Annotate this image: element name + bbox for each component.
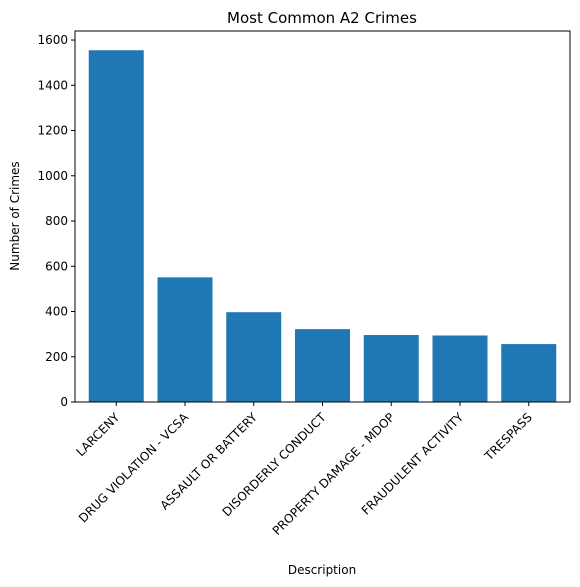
y-tick-label: 1200 [37, 124, 68, 138]
x-tick-label: LARCENY [73, 410, 122, 459]
y-tick-label: 200 [45, 350, 68, 364]
chart-title: Most Common A2 Crimes [227, 9, 417, 27]
x-tick-label: PROPERTY DAMAGE - MDOP [270, 410, 398, 538]
y-tick-label: 0 [60, 395, 68, 409]
x-tick-label: DRUG VIOLATION - VCSA [76, 410, 192, 526]
bar [157, 277, 213, 402]
x-axis-label: Description [288, 563, 356, 577]
y-axis-label: Number of Crimes [8, 161, 22, 270]
y-tick-label: 400 [45, 305, 68, 319]
y-tick-label: 600 [45, 259, 68, 273]
x-tick-label: TRESPASS [481, 410, 535, 464]
bar [295, 329, 350, 402]
y-tick-label: 1600 [37, 33, 68, 47]
y-tick-label: 1000 [37, 169, 68, 183]
bar [432, 335, 488, 402]
bar [226, 312, 282, 402]
y-tick-label: 1400 [37, 78, 68, 92]
y-tick-label: 800 [45, 214, 68, 228]
bars [88, 50, 557, 402]
bar [501, 344, 557, 402]
plot-frame [74, 30, 571, 403]
bar [363, 335, 419, 402]
y-axis: 0 200 400 600 800 1000 1200 1400 1600 [37, 33, 75, 409]
bar [88, 50, 144, 402]
